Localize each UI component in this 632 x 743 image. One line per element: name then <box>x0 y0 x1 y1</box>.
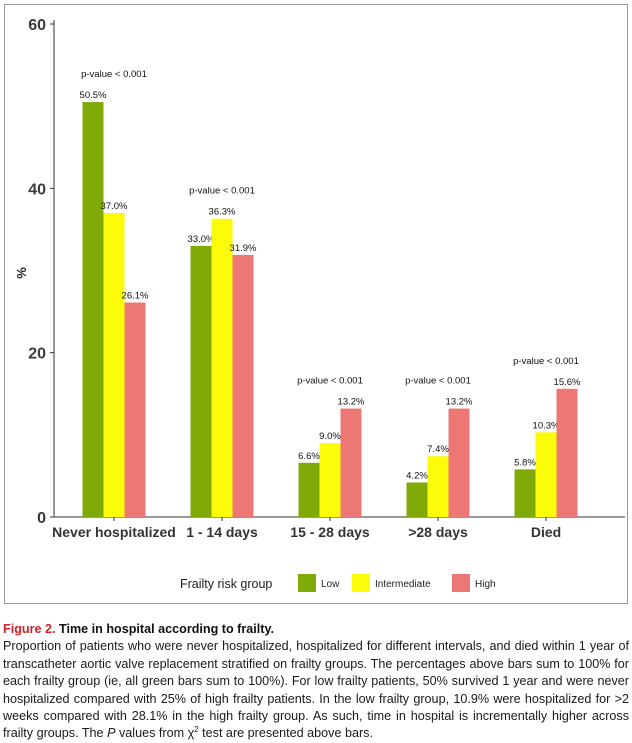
x-tick-label: 15 - 28 days <box>290 524 370 540</box>
legend-swatch-low <box>298 574 316 592</box>
figure-caption: Figure 2. Time in hospital according to … <box>3 621 629 743</box>
data-label: 26.1% <box>122 291 149 302</box>
bar-intermediate <box>103 212 125 517</box>
y-tick-label: 40 <box>28 181 46 198</box>
data-label: 13.2% <box>446 397 473 408</box>
data-label: 36.3% <box>209 207 236 218</box>
bar-high <box>232 254 254 517</box>
legend-title: Frailty risk group <box>180 577 272 591</box>
bar-high <box>124 302 146 517</box>
data-label: 4.2% <box>406 470 428 481</box>
y-axis-label: % <box>14 267 29 279</box>
caption-text: Proportion of patients who were never ho… <box>3 639 629 741</box>
y-tick-label: 20 <box>28 346 46 363</box>
bar-intermediate <box>535 432 557 517</box>
caption-text-end: test are presented above bars. <box>198 726 373 741</box>
bar-chart: 0 20 40 60% 50.5% 33.0% 6.6% 4.2% 5.8% 37.0% 36.3%… <box>14 17 625 592</box>
legend-label-low: Low <box>321 579 340 590</box>
bar-intermediate <box>211 218 233 518</box>
caption-p-italic: P <box>107 726 116 741</box>
data-label: 6.6% <box>298 451 320 462</box>
p-value-annotation: p-value < 0.001 <box>297 376 363 387</box>
bar-intermediate <box>427 456 449 517</box>
legend-label-intermediate: Intermediate <box>375 579 431 590</box>
bar-low <box>82 102 104 517</box>
caption-text-chi: values from χ <box>115 726 195 741</box>
p-value-annotation: p-value < 0.001 <box>405 376 471 387</box>
caption-superscript: 2 <box>194 725 199 735</box>
bar-low <box>406 482 428 517</box>
data-label: 31.9% <box>230 243 257 254</box>
legend-swatch-high <box>452 574 470 592</box>
data-label: 5.8% <box>514 457 536 468</box>
p-value-annotation: p-value < 0.001 <box>189 186 255 197</box>
figure-title: Time in hospital according to frailty. <box>58 622 275 636</box>
data-label: 15.6% <box>554 377 581 388</box>
figure-label: Figure 2. <box>3 622 56 636</box>
bar-high <box>448 408 470 517</box>
data-label: 10.3% <box>533 420 560 431</box>
x-tick-label: Died <box>531 524 561 540</box>
x-tick-label: Never hospitalized <box>52 524 176 540</box>
y-tick-label: 0 <box>37 510 46 527</box>
caption-body: Proportion of patients who were never ho… <box>3 638 629 742</box>
x-tick-label: >28 days <box>408 524 468 540</box>
bar-high <box>340 408 362 517</box>
x-tick-label: 1 - 14 days <box>186 524 258 540</box>
data-label: 7.4% <box>427 444 449 455</box>
figure-panel: 0 20 40 60% 50.5% 33.0% 6.6% 4.2% 5.8% 37.0% 36.3%… <box>4 4 628 604</box>
y-tick-label: 60 <box>28 17 46 34</box>
data-label: 50.5% <box>80 90 107 101</box>
data-label: 37.0% <box>101 201 128 212</box>
bar-low <box>190 245 212 517</box>
p-value-annotation: p-value < 0.001 <box>81 69 147 80</box>
data-label: 9.0% <box>319 431 341 442</box>
data-label: 13.2% <box>338 397 365 408</box>
bar-low <box>514 469 536 517</box>
bar-low <box>298 462 320 517</box>
bar-intermediate <box>319 443 341 517</box>
p-value-annotation: p-value < 0.001 <box>513 356 579 367</box>
bar-high <box>556 388 578 517</box>
legend-swatch-intermediate <box>352 574 370 592</box>
legend-label-high: High <box>475 579 496 590</box>
data-label: 33.0% <box>188 234 215 245</box>
